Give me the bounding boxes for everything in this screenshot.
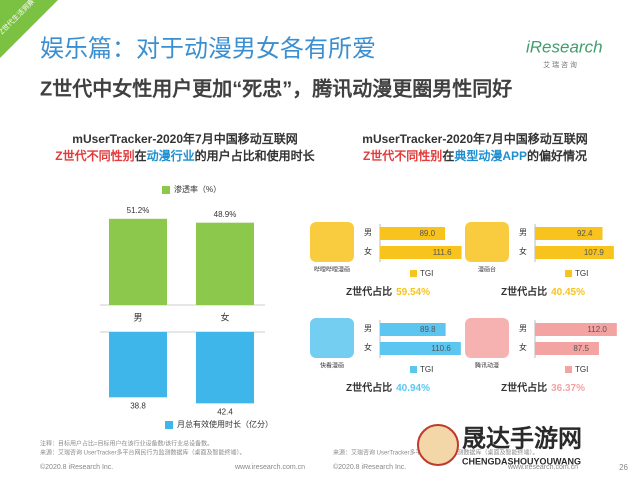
logo-sub: 艾 瑞 咨 询 — [543, 60, 577, 69]
legend-swatch — [165, 421, 173, 429]
note: 注释：目标用户占比=目标用户在该行业设备数/该行业总设备数。 — [40, 440, 213, 448]
watermark-logo — [417, 424, 459, 466]
app-name: 漫画台 — [478, 266, 496, 274]
share: Z世代占比 59.54% — [346, 285, 430, 298]
category-label: 男 — [519, 228, 527, 237]
legend-label: 月总有效使用时长（亿分） — [177, 419, 273, 429]
app-icon — [465, 222, 509, 262]
value-label: 42.4 — [217, 407, 233, 416]
title-part: Z世代不同性别 — [55, 148, 134, 163]
legend-swatch — [565, 366, 572, 373]
value-label: 89.8 — [420, 325, 436, 334]
value-label: 38.8 — [130, 401, 146, 410]
app-name: 腾讯动漫 — [475, 362, 499, 370]
watermark-name: 晟达手游网 — [462, 424, 582, 452]
chart-title: mUserTracker-2020年7月中国移动互联网 — [72, 131, 297, 146]
right-subtitle: Z世代不同性别在典型动漫APP的偏好情况 — [363, 148, 587, 163]
share: Z世代占比 36.37% — [501, 381, 585, 394]
bar — [380, 323, 446, 336]
legend-swatch — [410, 270, 417, 277]
value-label: 92.4 — [577, 229, 593, 238]
slide-subtitle: Z世代中女性用户更加“死忠”，腾讯动漫更圈男性同好 — [40, 76, 512, 100]
legend-label: TGI — [420, 269, 433, 278]
title-part: 在 — [442, 148, 454, 163]
chart-subtitle: Z世代不同性别在动漫行业的用户占比和使用时长 — [55, 148, 315, 163]
value-label: 87.5 — [573, 344, 589, 353]
share-value: 36.37% — [551, 383, 585, 394]
share-title: Z世代占比 — [346, 381, 392, 394]
title-part: Z世代不同性别 — [363, 148, 442, 163]
category-label: 男 — [519, 324, 527, 333]
bar — [380, 246, 462, 259]
title-part: 的偏好情况 — [527, 148, 587, 163]
value-label: 48.9% — [214, 210, 237, 219]
app-icon — [310, 318, 354, 358]
value-label: 89.0 — [419, 229, 435, 238]
value-label: 111.6 — [433, 248, 452, 257]
category-label: 女 — [519, 342, 527, 352]
category-label: 男 — [364, 228, 372, 237]
watermark-pinyin: CHENGDASHOUYOUWANG — [462, 456, 581, 466]
title-part: 典型动漫APP — [454, 148, 527, 163]
bar — [109, 332, 167, 398]
legend-label: 渗透率（%） — [174, 184, 221, 194]
legend-swatch — [565, 270, 572, 277]
value-label: 112.0 — [587, 325, 607, 334]
legend-label: TGI — [575, 269, 588, 278]
bar — [196, 332, 254, 404]
share-value: 40.45% — [551, 287, 585, 298]
bar — [535, 342, 599, 355]
right-title: mUserTracker-2020年7月中国移动互联网 — [362, 131, 587, 146]
share-title: Z世代占比 — [346, 285, 392, 298]
legend-swatch — [162, 186, 170, 194]
share-title: Z世代占比 — [501, 381, 547, 394]
slide-title: 娱乐篇：对于动漫男女各有所爱 — [40, 35, 376, 62]
title-part: 在 — [135, 148, 147, 163]
url: www.iresearch.com.cn — [507, 464, 578, 471]
corner-tag — [0, 0, 58, 58]
bar — [535, 323, 617, 336]
bar — [109, 218, 167, 305]
bar — [535, 227, 603, 240]
app-name: 哔哩哔哩漫画 — [314, 266, 350, 274]
category-label: 女 — [519, 246, 527, 256]
title-part: 的用户占比和使用时长 — [195, 148, 316, 163]
source: 来源：艾瑞咨询 UserTracker多平台网民行为监测数据库（桌面及智能终端）… — [40, 449, 245, 457]
share-value: 59.54% — [396, 287, 430, 298]
value-label: 107.9 — [584, 248, 605, 257]
copyright: ©2020.8 iResearch Inc. — [40, 463, 113, 471]
category-label: 女 — [364, 342, 372, 352]
bar — [380, 227, 446, 240]
page-number: 26 — [619, 463, 628, 472]
category-label: 男 — [364, 324, 372, 333]
legend-swatch — [410, 366, 417, 373]
logo: iResearch — [526, 37, 603, 56]
legend-label: TGI — [575, 365, 588, 374]
category-label: 女 — [364, 246, 372, 256]
app-icon — [310, 222, 354, 262]
app-icon — [465, 318, 509, 358]
share: Z世代占比 40.45% — [501, 285, 585, 298]
category-label: 女 — [220, 311, 229, 322]
bar — [196, 222, 254, 305]
legend-label: TGI — [420, 365, 433, 374]
copyright: ©2020.8 iResearch Inc. — [333, 463, 406, 471]
title-part: 动漫行业 — [147, 148, 195, 163]
value-label: 110.6 — [431, 344, 451, 353]
bar — [380, 342, 461, 355]
app-name: 快看漫画 — [320, 362, 344, 370]
value-label: 51.2% — [127, 206, 150, 215]
bar — [535, 246, 614, 259]
url: www.iresearch.com.cn — [234, 464, 305, 471]
share-value: 40.94% — [396, 383, 430, 394]
category-label: 男 — [133, 312, 142, 322]
share: Z世代占比 40.94% — [346, 381, 430, 394]
share-title: Z世代占比 — [501, 285, 547, 298]
